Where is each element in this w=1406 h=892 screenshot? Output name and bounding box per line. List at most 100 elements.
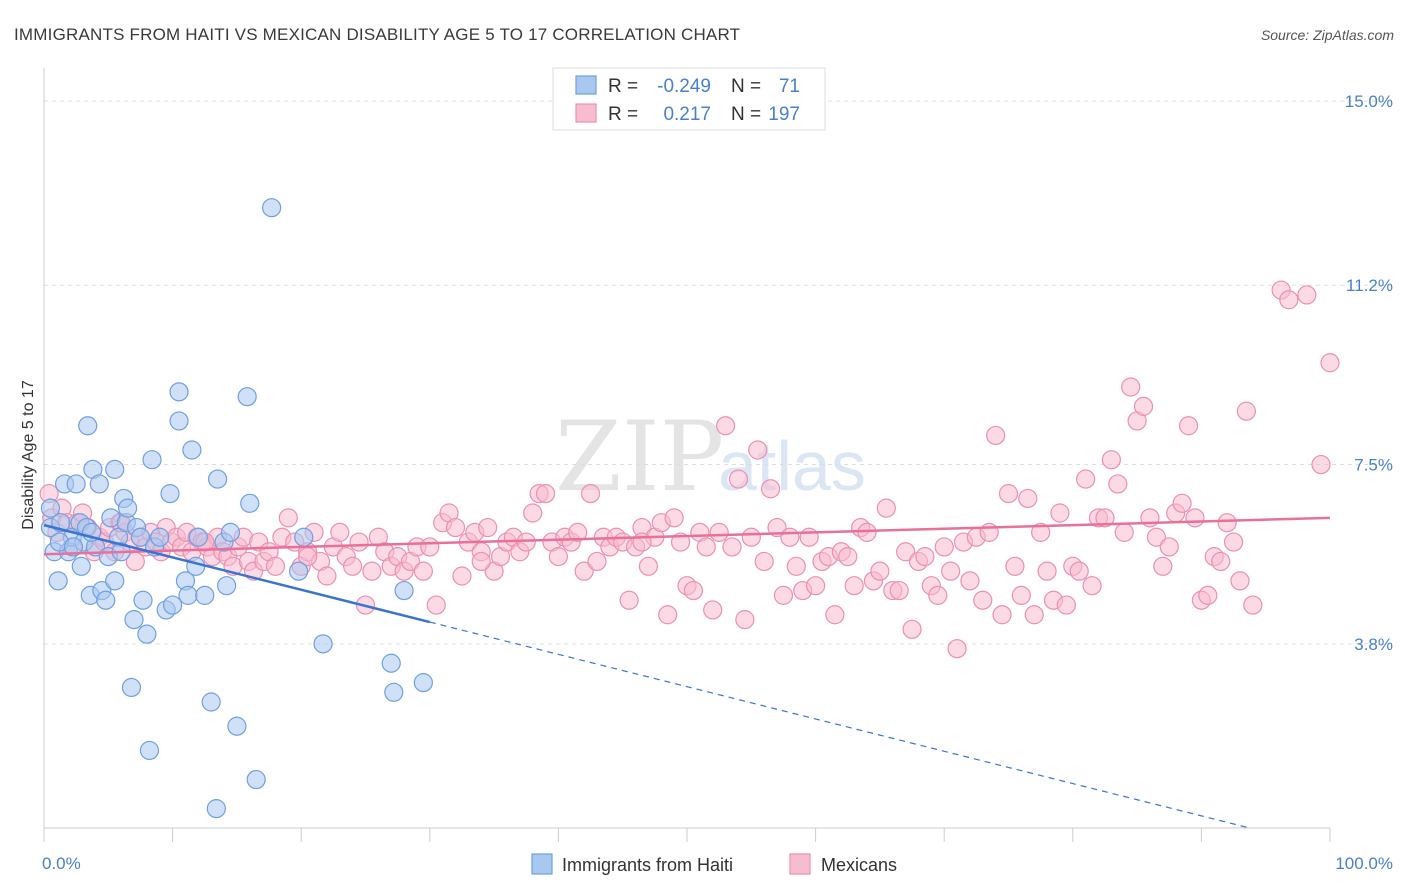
haiti-point-36	[142, 450, 162, 470]
mexicans-point-161	[1018, 488, 1038, 509]
watermark-atlas: atlas	[718, 427, 866, 505]
legend-n-label-mexicans: N =	[731, 104, 761, 125]
mexicans-point-69	[426, 595, 446, 615]
mexicans-point-86	[535, 484, 556, 504]
mexicans-point-171	[1082, 576, 1102, 596]
mexicans-point-192	[1217, 513, 1237, 533]
mexicans-point-122	[767, 517, 787, 538]
mexicans-point-91	[568, 522, 588, 542]
haiti-point-35	[139, 740, 160, 761]
haiti-point-60	[289, 561, 309, 581]
haiti-point-53	[217, 576, 237, 596]
mexicans-point-84	[523, 503, 543, 523]
mexicans-point-121	[760, 479, 781, 499]
mexicans-point-152	[960, 571, 980, 591]
bottom-legend-label-mexicans: Mexicans	[821, 855, 897, 875]
haiti-point-47	[186, 556, 206, 576]
haiti-trend-extension	[429, 621, 1250, 829]
haiti-point-13	[78, 416, 98, 436]
mexicans-point-67	[413, 561, 433, 581]
haiti-point-63	[381, 653, 401, 673]
mexicans-point-157	[992, 605, 1012, 625]
mexicans-point-193	[1223, 532, 1244, 552]
haiti-point-64	[384, 682, 404, 702]
haiti-point-54	[220, 522, 241, 542]
mexicans-trend-line	[43, 516, 1331, 556]
haiti-point-70	[63, 537, 84, 557]
mexicans-point-170	[1076, 469, 1096, 489]
axes	[43, 68, 1331, 842]
haiti-point-1	[40, 498, 61, 518]
mexicans-point-116	[728, 469, 749, 489]
mexicans-point-182	[1153, 556, 1173, 576]
bottom-legend: Immigrants from Haiti Mexicans	[531, 853, 897, 875]
legend-r-label-haiti: R =	[608, 76, 638, 97]
haiti-point-59	[262, 198, 282, 218]
mexicans-point-194	[1230, 571, 1250, 591]
haiti-point-57	[240, 493, 260, 513]
mexicans-point-176	[1114, 522, 1134, 542]
mexicans-point-177	[1121, 377, 1141, 397]
mexicans-point-117	[735, 610, 755, 630]
mexicans-point-169	[1069, 561, 1089, 581]
haiti-point-19	[96, 590, 116, 610]
mexicans-point-175	[1108, 474, 1128, 494]
mexicans-point-106	[664, 508, 684, 528]
mexicans-point-195	[1236, 401, 1257, 421]
mexicans-point-119	[748, 440, 768, 460]
haiti-point-33	[133, 590, 153, 610]
mexicans-point-54	[330, 522, 350, 542]
mexicans-point-94	[587, 551, 607, 572]
haiti-point-48	[188, 527, 208, 547]
haiti-point-3	[48, 571, 68, 591]
mexicans-point-123	[773, 585, 794, 605]
mexicans-point-148	[934, 537, 954, 557]
mexicans-point-133	[838, 547, 858, 567]
legend-r-value-mexicans: 0.217	[663, 104, 711, 125]
bottom-legend-swatch-mexicans	[789, 853, 811, 875]
mexicans-point-102	[638, 556, 659, 576]
mexicans-point-150	[947, 639, 967, 659]
legend-swatch-mexicans	[575, 103, 597, 123]
haiti-point-34	[137, 624, 157, 644]
haiti-point-66	[413, 673, 433, 693]
y-tick-label-1: 7.5%	[1354, 456, 1393, 475]
mexicans-point-105	[658, 605, 678, 625]
trend-lines	[43, 516, 1331, 829]
mexicans-point-206	[632, 532, 652, 552]
haiti-point-40	[160, 484, 180, 504]
haiti-point-22	[105, 459, 125, 479]
mexicans-point-52	[317, 566, 337, 586]
haiti-point-58	[246, 769, 266, 790]
mexicans-point-158	[998, 484, 1019, 504]
haiti-point-67	[206, 799, 226, 819]
x-tick-label-0: 0.0%	[42, 854, 81, 873]
mexicans-point-118	[741, 527, 761, 547]
haiti-point-29	[121, 677, 142, 698]
haiti-point-41	[163, 595, 183, 615]
mexicans-point-185	[1172, 493, 1192, 513]
y-tick-label-0: 3.8%	[1354, 635, 1393, 654]
series-immigrants-from-haiti	[40, 198, 433, 819]
mexicans-point-147	[928, 585, 948, 605]
mexicans-point-56	[343, 556, 363, 576]
mexicans-point-160	[1011, 585, 1031, 605]
mexicans-point-186	[1178, 416, 1199, 436]
legend-box: R = -0.249 N = 71 R = 0.217 N = 197	[552, 67, 826, 131]
haiti-point-56	[237, 387, 257, 407]
mexicans-point-199	[1297, 285, 1317, 305]
haiti-trend-line	[43, 523, 431, 624]
mexicans-point-201	[1311, 454, 1331, 475]
mexicans-point-115	[722, 537, 742, 557]
mexicans-point-154	[973, 590, 993, 610]
mexicans-point-164	[1037, 561, 1057, 581]
legend-r-label-mexicans: R =	[608, 104, 638, 125]
bottom-legend-label-haiti: Immigrants from Haiti	[562, 855, 733, 875]
legend-n-label-haiti: N =	[731, 76, 761, 97]
legend-swatch-haiti	[575, 75, 597, 95]
haiti-point-45	[178, 585, 198, 605]
mexicans-point-131	[825, 605, 845, 625]
haiti-point-32	[130, 527, 151, 547]
mexicans-point-143	[902, 619, 922, 639]
legend-n-value-mexicans: 197	[768, 104, 800, 125]
